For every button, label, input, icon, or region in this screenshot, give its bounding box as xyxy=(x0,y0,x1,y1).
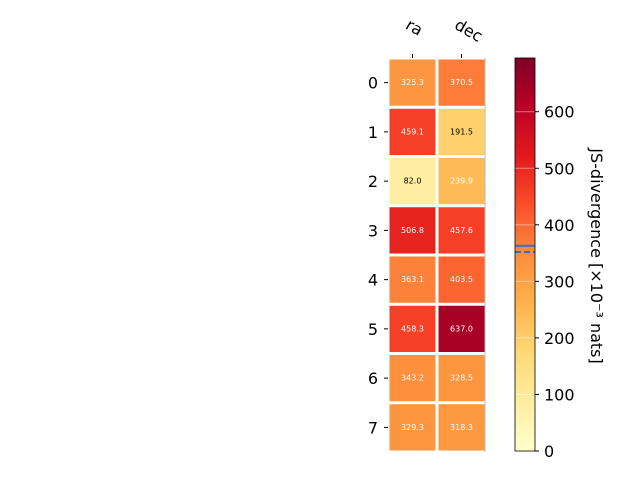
heatmap-cell xyxy=(389,404,436,451)
cell-value-label: 637.0 xyxy=(450,324,473,333)
colorbar-tick-label: 100 xyxy=(544,385,575,404)
colorbar-tick-label: 500 xyxy=(544,159,575,178)
heatmap-cell xyxy=(438,355,485,402)
cell-value-label: 325.3 xyxy=(401,78,424,87)
column-label: dec xyxy=(452,15,486,46)
colorbar-tick-label: 200 xyxy=(544,329,575,348)
row-label: 2 xyxy=(368,172,378,191)
heatmap-cell xyxy=(438,59,485,106)
colorbar-gradient xyxy=(515,58,535,451)
cell-value-label: 191.5 xyxy=(450,127,473,136)
colorbar-tick-label: 600 xyxy=(544,103,575,122)
heatmap-cell xyxy=(438,256,485,303)
heatmap-cell xyxy=(438,207,485,254)
heatmap-cell xyxy=(389,355,436,402)
column-label: ra xyxy=(403,15,427,40)
cell-value-label: 363.1 xyxy=(401,275,424,284)
row-label: 1 xyxy=(368,123,378,142)
cell-value-label: 370.5 xyxy=(450,78,473,87)
heatmap-cell xyxy=(438,108,485,155)
heatmap-cell xyxy=(389,158,436,205)
heatmap-cell xyxy=(389,108,436,155)
cell-value-label: 459.1 xyxy=(401,127,424,136)
row-label: 6 xyxy=(368,369,378,388)
cell-value-label: 328.5 xyxy=(450,374,473,383)
row-label: 3 xyxy=(368,221,378,240)
colorbar-label: JS-divergence [×10⁻³ nats] xyxy=(587,147,606,363)
colorbar-tick-label: 300 xyxy=(544,272,575,291)
heatmap-grid: 325.3 370.5 459.1 191.5 82.0 239.9 506.8 457.6 3… xyxy=(368,15,486,452)
colorbar: JS-divergence [×10⁻³ nats] 0 100 200 300 400… xyxy=(514,57,606,461)
heatmap-cell xyxy=(389,256,436,303)
heatmap-cell xyxy=(438,305,485,352)
row-label: 7 xyxy=(368,418,378,437)
colorbar-tick-label: 400 xyxy=(544,216,575,235)
heatmap-cell xyxy=(438,404,485,451)
cell-value-label: 329.3 xyxy=(401,423,424,432)
cell-value-label: 239.9 xyxy=(450,177,473,186)
cell-value-label: 457.6 xyxy=(450,226,473,235)
heatmap-cell xyxy=(389,305,436,352)
colorbar-tick-label: 0 xyxy=(544,442,554,461)
cell-value-label: 318.3 xyxy=(450,423,473,432)
heatmap-cell xyxy=(389,59,436,106)
colorbar-frame xyxy=(514,57,536,452)
cell-value-label: 458.3 xyxy=(401,324,424,333)
cell-value-label: 82.0 xyxy=(404,177,422,186)
row-label: 0 xyxy=(368,74,378,93)
row-label: 4 xyxy=(368,271,378,290)
cell-value-label: 343.2 xyxy=(401,374,424,383)
row-label: 5 xyxy=(368,320,378,339)
heatmap-cell xyxy=(389,207,436,254)
cell-value-label: 403.5 xyxy=(450,275,473,284)
cell-value-label: 506.8 xyxy=(401,226,424,235)
heatmap-cell xyxy=(438,158,485,205)
